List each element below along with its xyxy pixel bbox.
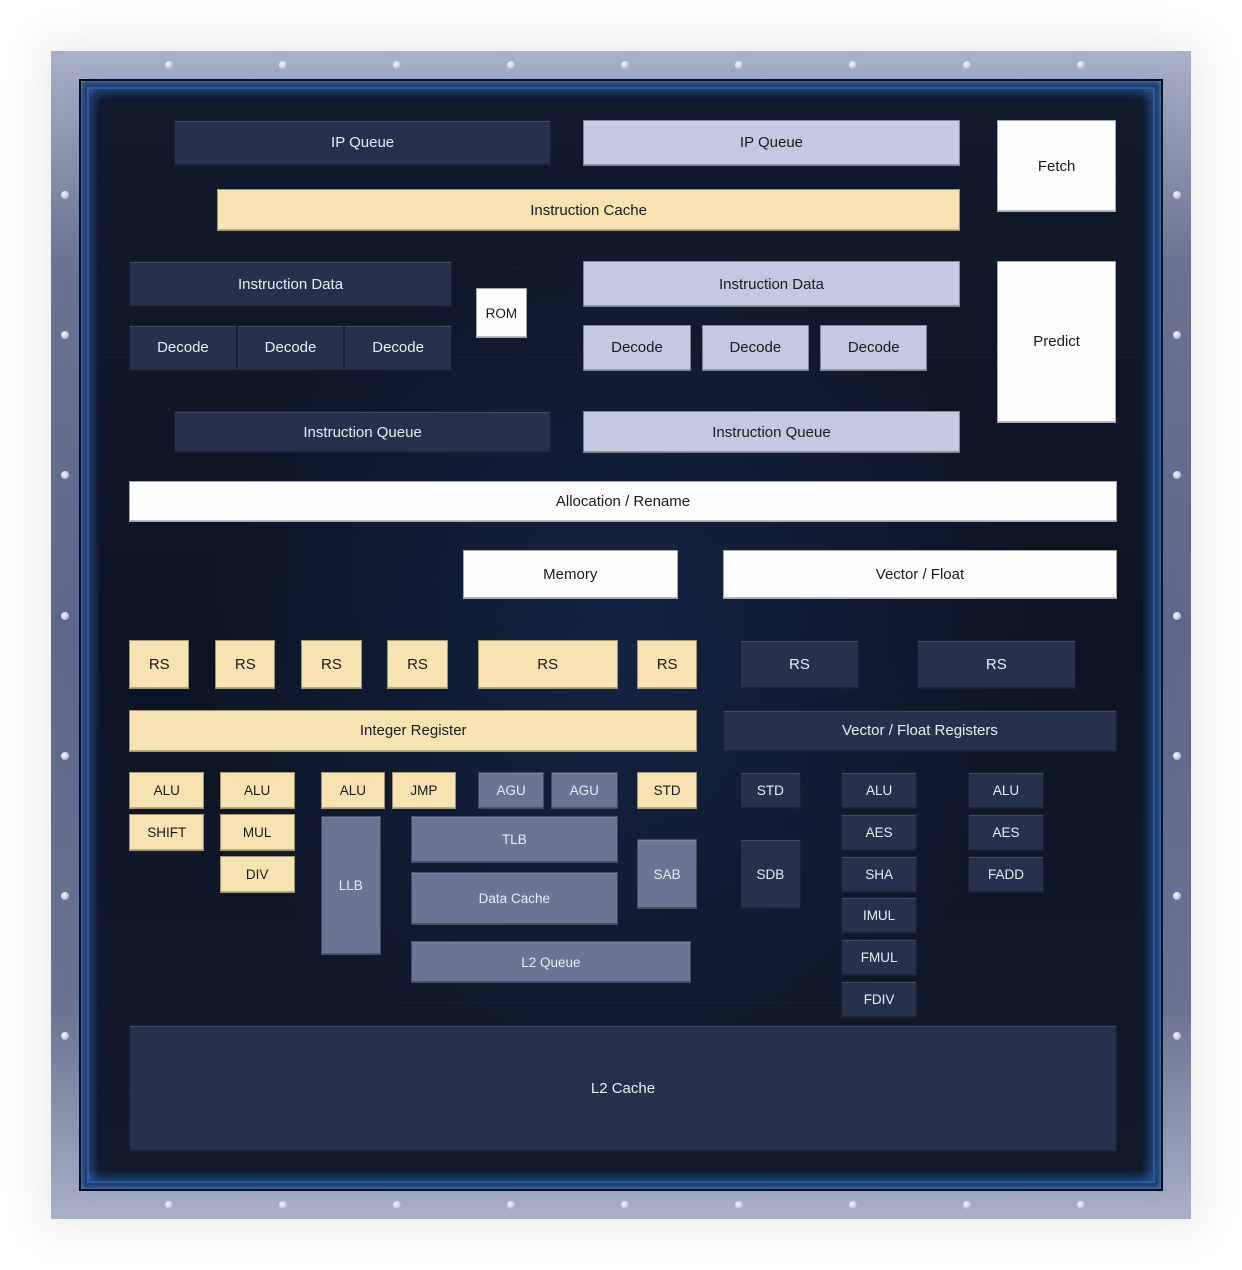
std-1: STD [740, 772, 800, 809]
decode-r2: Decode [702, 325, 810, 371]
predict: Predict [997, 261, 1115, 423]
iq-left: Instruction Queue [174, 411, 551, 453]
frame-pin [393, 61, 401, 69]
sab: SAB [637, 839, 697, 908]
tlb: TLB [411, 816, 618, 862]
alu-2: ALU [321, 772, 386, 809]
sdb: SDB [740, 839, 800, 908]
frame-pin [1173, 471, 1181, 479]
vaes-a: AES [841, 814, 916, 851]
decode-l3: Decode [344, 325, 452, 371]
vec-register: Vector / Float Registers [723, 710, 1117, 752]
frame-pin [61, 191, 69, 199]
sched-vecfloat: Vector / Float [723, 550, 1117, 599]
jmp-2: JMP [392, 772, 457, 809]
frame-pin [1173, 892, 1181, 900]
frame-pin [61, 331, 69, 339]
shift-0: SHIFT [129, 814, 204, 851]
frame-pin [735, 1201, 743, 1209]
rs-2: RS [301, 640, 361, 689]
decode-r1: Decode [583, 325, 691, 371]
rs-1: RS [215, 640, 275, 689]
rs-7: RS [917, 640, 1076, 689]
decode-l1: Decode [129, 325, 237, 371]
instr-cache: Instruction Cache [217, 189, 959, 231]
frame-pin [1173, 331, 1181, 339]
frame-pin [165, 1201, 173, 1209]
vimul-a: IMUL [841, 897, 916, 934]
vaes-b: AES [968, 814, 1043, 851]
valu-b: ALU [968, 772, 1043, 809]
rs-5: RS [637, 640, 697, 689]
rs-0: RS [129, 640, 189, 689]
instr-data-right: Instruction Data [583, 261, 960, 307]
rom: ROM [476, 288, 528, 339]
canvas: IP Queue IP Queue Fetch Instruction Cache In… [0, 0, 1242, 1270]
chip-frame: IP Queue IP Queue Fetch Instruction Cache In… [51, 51, 1191, 1219]
div-1: DIV [220, 856, 295, 893]
chip-bezel: IP Queue IP Queue Fetch Instruction Cache In… [79, 79, 1163, 1191]
frame-pin [1173, 1032, 1181, 1040]
l2-cache: L2 Cache [129, 1025, 1117, 1152]
frame-pin [61, 892, 69, 900]
chip-die: IP Queue IP Queue Fetch Instruction Cache In… [99, 99, 1143, 1171]
frame-pin [1077, 1201, 1085, 1209]
frame-pin [165, 61, 173, 69]
frame-pin [963, 61, 971, 69]
frame-pin [61, 752, 69, 760]
frame-pin [61, 1032, 69, 1040]
mul-1: MUL [220, 814, 295, 851]
std-0: STD [637, 772, 697, 809]
rs-4: RS [478, 640, 618, 689]
sched-memory: Memory [463, 550, 678, 599]
rs-6: RS [740, 640, 858, 689]
frame-pin [61, 612, 69, 620]
int-register: Integer Register [129, 710, 697, 752]
frame-pin [279, 61, 287, 69]
frame-pin [61, 471, 69, 479]
vfadd-b: FADD [968, 856, 1043, 893]
l2queue: L2 Queue [411, 941, 691, 983]
frame-pin [621, 61, 629, 69]
frame-pin [507, 61, 515, 69]
frame-pin [735, 61, 743, 69]
fetch: Fetch [997, 120, 1115, 213]
frame-pin [1173, 752, 1181, 760]
frame-pin [849, 61, 857, 69]
agu-1: AGU [551, 772, 618, 809]
frame-pin [1077, 61, 1085, 69]
decode-r3: Decode [820, 325, 928, 371]
decode-l2: Decode [237, 325, 345, 371]
llb: LLB [321, 816, 381, 955]
ip-queue-left: IP Queue [174, 120, 551, 166]
frame-pin [393, 1201, 401, 1209]
frame-pin [963, 1201, 971, 1209]
alu-0: ALU [129, 772, 204, 809]
valu-a: ALU [841, 772, 916, 809]
vsha-a: SHA [841, 856, 916, 893]
rs-3: RS [387, 640, 447, 689]
ip-queue-right: IP Queue [583, 120, 960, 166]
frame-pin [279, 1201, 287, 1209]
frame-pin [507, 1201, 515, 1209]
alloc-rename: Allocation / Rename [129, 481, 1117, 523]
frame-pin [621, 1201, 629, 1209]
alu-1: ALU [220, 772, 295, 809]
iq-right: Instruction Queue [583, 411, 960, 453]
frame-pin [1173, 191, 1181, 199]
vfmul-a: FMUL [841, 939, 916, 976]
frame-pin [1173, 612, 1181, 620]
vfdiv-a: FDIV [841, 981, 916, 1018]
datacache: Data Cache [411, 872, 618, 925]
agu-0: AGU [478, 772, 545, 809]
frame-pin [849, 1201, 857, 1209]
instr-data-left: Instruction Data [129, 261, 452, 307]
